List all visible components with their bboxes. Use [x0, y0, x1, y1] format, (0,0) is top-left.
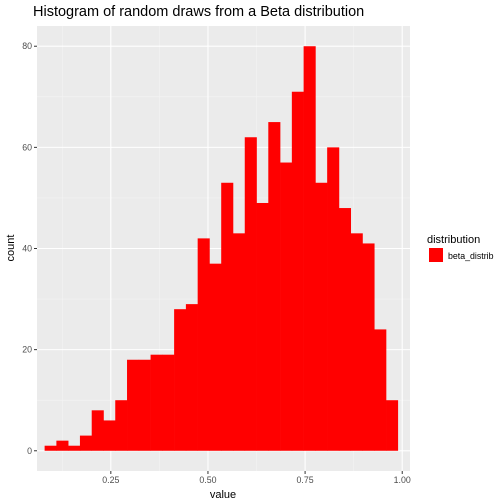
y-axis: 0 20 40 60 80 [22, 41, 37, 456]
histogram-bar [150, 354, 163, 451]
histogram-bar [138, 359, 151, 451]
histogram-bar [209, 263, 222, 451]
legend: distribution beta_distrib [427, 234, 494, 262]
legend-title: distribution [427, 234, 480, 246]
histogram-bar [291, 91, 304, 451]
histogram-bar [244, 137, 257, 451]
histogram-bar [68, 445, 81, 451]
histogram-bar [56, 440, 69, 451]
histogram-bar [197, 238, 210, 451]
histogram-bar [350, 233, 363, 451]
y-tick-label: 20 [22, 345, 32, 355]
histogram-bar [338, 208, 352, 451]
y-tick-label: 0 [27, 446, 32, 456]
histogram-bar [386, 400, 399, 451]
histogram-bar [115, 400, 128, 451]
legend-label-beta-distrib: beta_distrib [448, 251, 494, 261]
histogram-bar [127, 359, 140, 451]
x-tick-label: 0.25 [102, 475, 119, 485]
histogram-bar [162, 354, 175, 451]
histogram-bar [232, 233, 246, 451]
x-tick-label: 0.75 [297, 475, 314, 485]
histogram-bar [91, 410, 104, 451]
histogram-bar [79, 435, 93, 451]
y-tick-label: 80 [22, 41, 32, 51]
histogram-bar [256, 202, 269, 451]
histogram-bar [185, 304, 198, 451]
histogram-bar [44, 445, 57, 451]
histogram-bar [315, 182, 328, 451]
x-tick-label: 1.00 [394, 475, 411, 485]
histogram-bar [374, 329, 387, 451]
histogram-bar [327, 147, 340, 451]
histogram-bar [280, 162, 293, 451]
histogram-bar [362, 243, 375, 451]
chart-title: Histogram of random draws from a Beta di… [33, 4, 364, 20]
y-tick-label: 60 [22, 142, 32, 152]
x-axis-title: value [210, 489, 236, 501]
histogram-bars [44, 46, 399, 451]
histogram-bar [303, 46, 316, 451]
x-tick-label: 0.50 [199, 475, 216, 485]
histogram-bar [221, 182, 234, 451]
legend-key-beta-distrib [429, 248, 443, 262]
x-axis: 0.25 0.50 0.75 1.00 [102, 471, 411, 485]
y-tick-label: 40 [22, 244, 32, 254]
y-axis-title: count [5, 235, 17, 262]
histogram-bar [174, 309, 187, 451]
histogram-bar [268, 122, 281, 451]
histogram-bar [103, 420, 116, 451]
